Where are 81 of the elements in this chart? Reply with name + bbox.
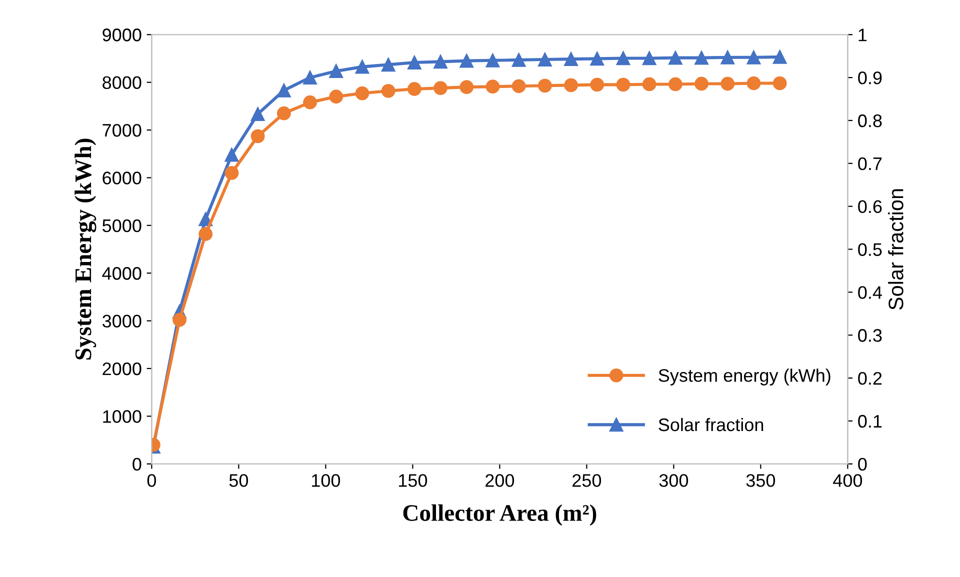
point (407, 56, 422, 70)
y2-tick-label: 0.1 (858, 414, 882, 428)
point (642, 51, 656, 66)
point (772, 50, 787, 64)
x-tick-label: 50 (229, 474, 248, 487)
point (538, 52, 552, 66)
point (512, 53, 526, 67)
legend-label: Solar fraction (658, 418, 764, 432)
point (355, 60, 370, 74)
point (276, 106, 291, 120)
point (355, 86, 370, 100)
y-tick-label: 8000 (102, 76, 142, 90)
point (329, 64, 344, 78)
y2-tick-label: 1 (858, 28, 867, 42)
y-tick-label: 1000 (103, 410, 142, 423)
y2-axis-title: Solar fraction (888, 189, 904, 310)
x-tick-label: 300 (659, 474, 688, 487)
y2-tick-label: 0 (858, 458, 867, 471)
point (642, 77, 656, 92)
point (329, 90, 344, 104)
y-tick-label: 9000 (102, 28, 142, 42)
legend-label: System energy (kWh) (658, 368, 830, 386)
point (486, 53, 500, 68)
point (381, 84, 396, 98)
point (746, 50, 761, 64)
y2-tick-label: 0.4 (858, 286, 882, 299)
point (381, 58, 396, 72)
point (486, 80, 500, 94)
point (564, 78, 578, 92)
point (303, 70, 317, 84)
point (407, 82, 422, 96)
point (694, 50, 708, 65)
point (746, 76, 761, 90)
point (720, 50, 735, 64)
point (434, 81, 448, 95)
y-tick-label: 3000 (102, 314, 142, 328)
y-tick-label: 5000 (102, 219, 142, 232)
x-tick-label: 350 (746, 474, 776, 487)
point (538, 78, 552, 93)
y-tick-label: 7000 (102, 124, 142, 137)
point (616, 78, 630, 92)
point (512, 79, 526, 94)
point (668, 50, 682, 65)
y-tick-label: 4000 (102, 267, 142, 280)
point (616, 51, 630, 66)
point (303, 95, 317, 110)
point (460, 54, 474, 68)
x-tick-label: 100 (312, 474, 340, 487)
point (250, 129, 265, 144)
point (224, 148, 239, 162)
y-tick-label: 2000 (102, 362, 142, 376)
x-tick-label: 0 (147, 474, 156, 487)
y-axis-title: System Energy (kWh) (74, 138, 96, 360)
point (772, 76, 787, 90)
point (276, 83, 291, 98)
point (172, 312, 186, 327)
point (434, 54, 448, 69)
y2-tick-label: 0.5 (858, 243, 882, 256)
y-tick-label: 0 (132, 458, 142, 471)
y2-tick-label: 0.2 (858, 372, 882, 385)
y2-tick-label: 0.6 (858, 200, 882, 214)
y2-tick-label: 0.9 (858, 71, 882, 84)
x-tick-label: 250 (572, 474, 602, 487)
x-tick-label: 400 (833, 474, 862, 487)
point (198, 227, 213, 241)
x-tick-label: 150 (398, 474, 428, 487)
point (250, 107, 265, 121)
point (564, 52, 578, 66)
x-axis-title: Collector Area (m²) (403, 504, 596, 526)
point (720, 76, 735, 91)
y-tick-label: 6000 (102, 172, 142, 184)
x-tick-label: 200 (486, 474, 514, 487)
y2-tick-label: 0.3 (858, 329, 882, 342)
y2-tick-label: 0.7 (858, 157, 882, 170)
y2-tick-label: 0.8 (858, 114, 882, 128)
point (460, 80, 474, 94)
point (590, 52, 604, 66)
point (694, 76, 708, 91)
point (224, 166, 239, 180)
point (590, 78, 604, 92)
point (668, 77, 682, 92)
